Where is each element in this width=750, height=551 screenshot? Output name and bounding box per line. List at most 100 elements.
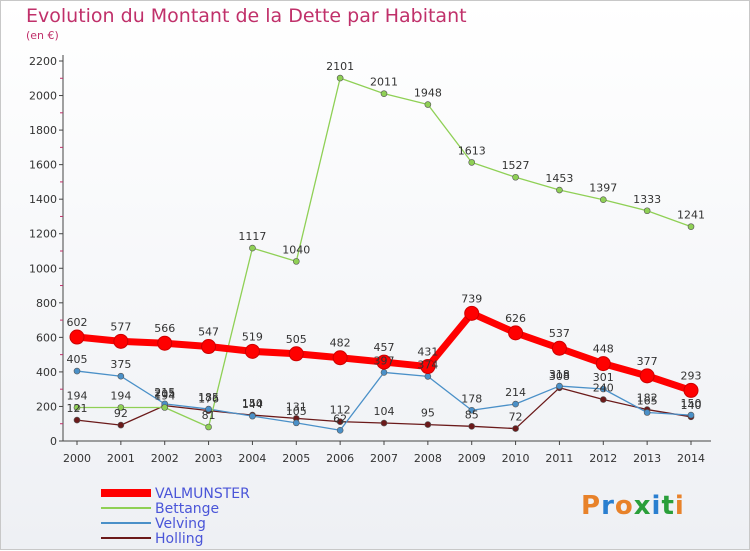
data-label-bettange: 194 — [67, 389, 88, 402]
x-tick-label: 2001 — [107, 452, 135, 465]
data-label-bettange: 1527 — [502, 159, 530, 172]
data-label-holling: 176 — [198, 393, 219, 406]
data-point-valmunster — [376, 354, 392, 370]
data-point-valmunster — [595, 356, 611, 372]
y-tick-label: 600 — [36, 331, 57, 344]
data-point-valmunster — [201, 339, 217, 355]
data-point-velving — [599, 385, 607, 393]
legend-label-valmunster: VALMUNSTER — [155, 486, 250, 502]
data-point-bettange — [117, 404, 125, 411]
data-point-holling — [424, 421, 432, 428]
data-label-holling: 112 — [330, 404, 351, 417]
legend-label-bettange: Bettange — [155, 501, 219, 517]
data-point-valmunster — [683, 382, 699, 398]
x-tick-label: 2007 — [370, 452, 398, 465]
data-label-valmunster: 577 — [110, 320, 131, 333]
x-tick-label: 2003 — [195, 452, 223, 465]
data-label-valmunster: 448 — [593, 343, 614, 356]
data-label-holling: 131 — [286, 400, 307, 413]
y-tick-label: 2000 — [29, 90, 57, 103]
data-point-valmunster — [244, 343, 260, 359]
data-point-holling — [380, 419, 388, 427]
y-tick-label: 1000 — [29, 262, 57, 275]
data-point-valmunster — [69, 329, 85, 345]
data-label-velving: 214 — [505, 386, 526, 399]
data-point-bettange — [556, 186, 563, 194]
data-label-bettange: 1040 — [282, 243, 310, 256]
data-label-valmunster: 431 — [417, 346, 438, 359]
data-point-bettange — [336, 74, 344, 82]
data-point-valmunster — [288, 346, 304, 362]
logo-letter: t — [661, 491, 675, 521]
data-point-holling — [599, 396, 607, 403]
data-point-valmunster — [420, 359, 436, 375]
data-label-holling: 85 — [465, 408, 479, 421]
data-label-bettange: 1948 — [414, 87, 442, 100]
data-label-valmunster: 602 — [67, 316, 88, 329]
x-tick-label: 2000 — [63, 452, 91, 465]
data-label-bettange: 2011 — [370, 76, 398, 89]
proxiti-logo: Proxiti — [581, 491, 685, 521]
logo-letter: o — [614, 491, 634, 521]
data-label-bettange: 194 — [110, 389, 131, 402]
y-tick-label: 800 — [36, 297, 57, 310]
data-point-velving — [292, 419, 300, 427]
data-point-bettange — [249, 244, 256, 252]
data-label-valmunster: 377 — [637, 355, 658, 368]
x-tick-label: 2009 — [458, 452, 486, 465]
data-point-velving — [512, 400, 519, 408]
data-point-bettange — [292, 258, 300, 265]
data-label-holling: 182 — [637, 392, 658, 405]
chart-title: Evolution du Montant de la Dette par Hab… — [26, 5, 467, 27]
y-tick-label: 400 — [36, 366, 57, 379]
data-point-bettange — [161, 404, 169, 411]
logo-letter: i — [674, 491, 685, 521]
data-point-velving — [424, 373, 432, 380]
data-label-bettange: 81 — [202, 409, 216, 422]
data-label-holling: 95 — [421, 407, 435, 420]
data-point-velving — [556, 382, 563, 390]
data-label-velving: 375 — [110, 358, 131, 371]
x-tick-label: 2014 — [677, 452, 705, 465]
x-tick-label: 2005 — [282, 452, 310, 465]
data-label-holling: 140 — [681, 399, 702, 412]
data-label-velving: 374 — [417, 358, 438, 371]
logo-letter: r — [601, 491, 615, 521]
data-label-valmunster: 457 — [374, 341, 395, 354]
data-label-holling: 92 — [114, 407, 128, 420]
data-label-valmunster: 537 — [549, 327, 570, 340]
y-tick-label: 1800 — [29, 124, 57, 137]
y-tick-label: 1400 — [29, 193, 57, 206]
data-point-velving — [643, 409, 651, 416]
data-label-velving: 318 — [549, 368, 570, 381]
data-point-holling — [468, 423, 476, 430]
x-tick-label: 2006 — [326, 452, 354, 465]
y-tick-label: 1600 — [29, 159, 57, 172]
data-label-bettange: 1613 — [458, 144, 486, 157]
data-point-valmunster — [508, 325, 524, 341]
data-point-velving — [73, 367, 81, 375]
data-point-holling — [117, 421, 125, 429]
data-label-valmunster: 482 — [330, 337, 351, 350]
y-tick-label: 200 — [36, 400, 57, 413]
data-label-velving: 105 — [286, 405, 307, 418]
data-label-valmunster: 519 — [242, 330, 263, 343]
data-point-bettange — [468, 159, 476, 166]
data-point-velving — [468, 406, 476, 414]
data-label-bettange: 194 — [154, 389, 175, 402]
data-label-holling: 104 — [374, 405, 395, 418]
data-label-velving: 178 — [461, 392, 482, 405]
data-label-holling: 121 — [67, 402, 88, 415]
data-label-velving: 185 — [198, 391, 219, 404]
data-label-velving: 62 — [333, 412, 347, 425]
data-label-holling: 150 — [242, 397, 263, 410]
data-point-bettange — [599, 196, 607, 203]
data-point-bettange — [512, 173, 519, 181]
data-label-holling: 205 — [154, 388, 175, 401]
data-label-valmunster: 293 — [681, 369, 702, 382]
data-label-valmunster: 566 — [154, 322, 175, 335]
data-label-valmunster: 739 — [461, 292, 482, 305]
y-tick-label: 0 — [50, 435, 57, 448]
